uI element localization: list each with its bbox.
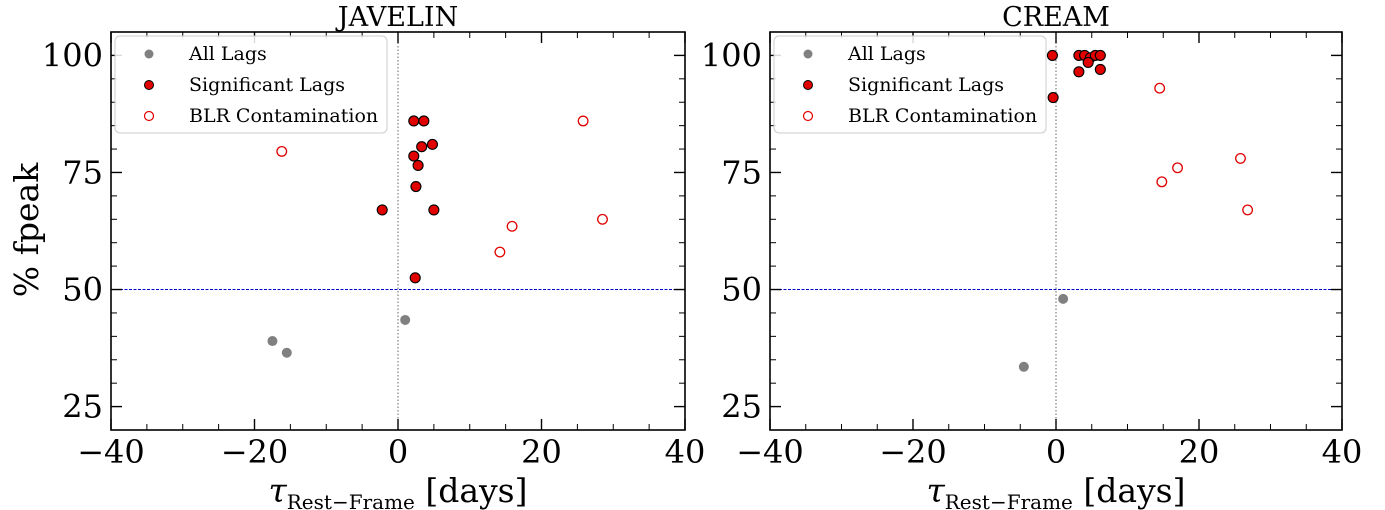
significant-lag-point (409, 272, 421, 284)
y-tick-label: 100 (701, 36, 762, 74)
blr-contamination-point (1154, 82, 1166, 94)
significant-lag-point (1046, 49, 1058, 61)
significant-lag-point (1082, 56, 1094, 68)
legend-marker-all-lags (803, 49, 813, 59)
x-axis-label-unit: [days] (1073, 471, 1186, 510)
legend-label: Significant Lags (189, 74, 345, 96)
x-axis-label-subscript: Rest−Frame (945, 490, 1073, 510)
panel-title: CREAM (1002, 2, 1110, 33)
x-tick-label: 0 (1046, 433, 1066, 471)
y-tick-label: 25 (721, 388, 762, 426)
blr-contamination-point (1235, 152, 1246, 164)
x-axis-label-symbol: τ (268, 471, 287, 510)
y-tick-label: 50 (721, 271, 762, 309)
blr-contamination-point (494, 246, 506, 258)
x-tick-label: −40 (736, 433, 804, 471)
blr-contamination-point (597, 213, 608, 225)
significant-lag-point (412, 159, 424, 171)
all-lags-point (1058, 293, 1069, 304)
blr-contamination-point (506, 220, 518, 232)
x-axis-label: τRest−Frame [days] (268, 471, 527, 510)
significant-lag-point (408, 115, 420, 127)
x-tick-label: 40 (1322, 433, 1363, 471)
y-tick-label: 50 (62, 271, 103, 309)
x-tick-label: 40 (665, 433, 706, 471)
x-axis-label-symbol: τ (926, 471, 945, 510)
y-tick-label: 75 (62, 153, 103, 191)
legend-marker-all-lags (144, 49, 154, 59)
y-tick-label: 100 (42, 36, 103, 74)
legend-label: BLR Contamination (189, 105, 378, 127)
x-tick-label: 0 (388, 433, 408, 471)
blr-contamination-point (1242, 204, 1254, 216)
significant-lag-point (426, 138, 438, 150)
all-lags-point (1018, 361, 1029, 372)
x-tick-label: −20 (879, 433, 947, 471)
all-lags-point (281, 347, 292, 358)
legend-label: Significant Lags (848, 74, 1004, 96)
x-tick-label: 20 (1179, 433, 1220, 471)
panel-title: JAVELIN (335, 2, 458, 33)
significant-lag-point (1073, 66, 1085, 78)
legend-marker-blr (802, 110, 814, 122)
panel-cream: CREAM −40 −20 0 20 40 25 50 75 100 τRest−Frame [da… (701, 2, 1362, 510)
significant-lag-point (418, 115, 430, 127)
x-axis-label: τRest−Frame [days] (926, 471, 1185, 510)
significant-lag-point (1094, 49, 1106, 61)
x-tick-label: −20 (221, 433, 289, 471)
x-tick-label: 20 (521, 433, 562, 471)
panel-javelin: JAVELIN −40 −20 0 20 40 25 50 75 100 τRest−Frame [… (42, 2, 705, 510)
significant-lag-point (416, 141, 428, 153)
significant-lag-point (376, 204, 388, 216)
blr-contamination-point (1156, 176, 1168, 188)
x-axis-label-subscript: Rest−Frame (287, 490, 415, 510)
significant-lag-point (408, 150, 420, 162)
y-tick-label: 75 (721, 153, 762, 191)
x-tick-label: −40 (77, 433, 145, 471)
legend-label: All Lags (847, 43, 926, 65)
axes-frame (110, 31, 686, 431)
x-axis-label-unit: [days] (415, 471, 528, 510)
significant-lag-point (428, 204, 440, 216)
significant-lag-point (410, 180, 422, 193)
y-axis-label: % fpeak (7, 162, 46, 297)
legend-label: BLR Contamination (848, 105, 1037, 127)
legend-marker-blr (143, 110, 155, 122)
legend-marker-significant (803, 80, 813, 90)
all-lags-point (400, 314, 411, 325)
blr-contamination-point (1172, 162, 1184, 174)
significant-lag-point (1047, 92, 1059, 104)
blr-contamination-point (577, 115, 589, 127)
blr-contamination-point (276, 145, 288, 157)
legend-marker-significant (144, 80, 154, 90)
significant-lag-point (1094, 63, 1106, 76)
y-tick-label: 25 (62, 388, 103, 426)
all-lags-point (267, 336, 278, 347)
legend-label: All Lags (188, 43, 267, 65)
axes-frame (769, 31, 1343, 431)
legend-box (773, 35, 1047, 134)
legend-box (114, 35, 388, 134)
